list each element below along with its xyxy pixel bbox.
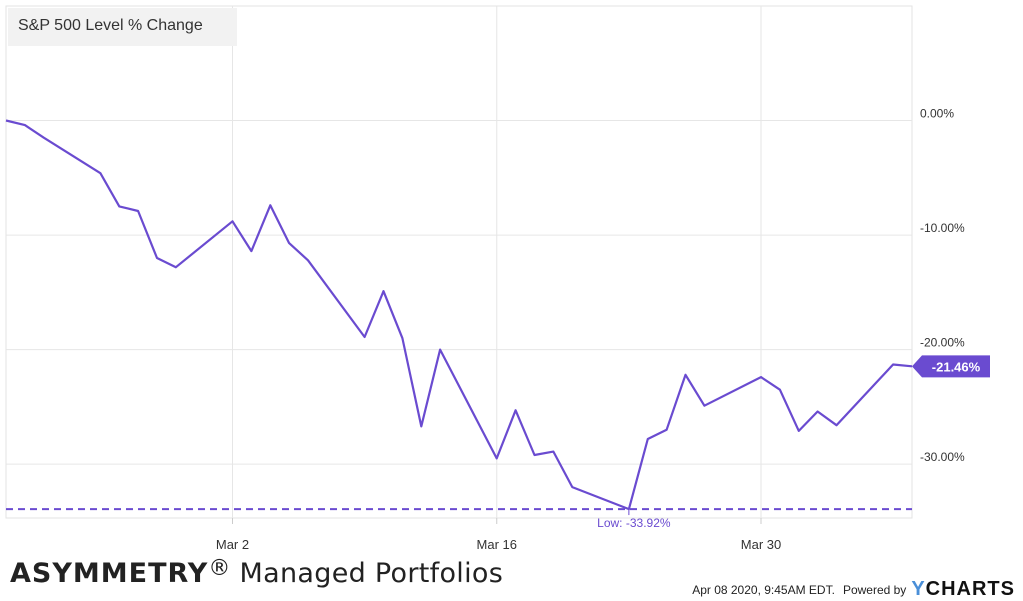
powered-by-label: Powered by [842,582,907,597]
ycharts-logo[interactable]: YCHARTS [911,578,1015,601]
x-tick-label: Mar 2 [216,537,249,552]
ycharts-logo-y: Y [911,578,926,600]
chart-title: S&P 500 Level % Change [8,8,237,46]
x-tick-label: Mar 16 [477,537,517,552]
registered-mark: ® [208,556,231,581]
y-tick-label: -30.00% [920,450,965,464]
series-line [5,119,913,511]
x-tick-label: Mar 30 [741,537,781,552]
last-value-label: -21.46% [932,359,981,374]
timestamp: Apr 08 2020, 9:45AM EDT. [692,582,835,597]
brand-logo: ASYMMETRY® Managed Portfolios [10,556,504,589]
low-label: Low: -33.92% [597,516,671,530]
plot-frame [5,5,913,519]
y-tick-label: -20.00% [920,336,965,350]
brand-tagline: Managed Portfolios [230,558,504,589]
last-value-badge [912,355,990,378]
ycharts-logo-text: CHARTS [925,578,1015,600]
y-tick-label: -10.00% [920,221,965,235]
y-tick-label: 0.00% [920,107,954,121]
brand-name: ASYMMETRY [10,558,209,589]
footer: Apr 08 2020, 9:45AM EDT. Powered by YCHA… [692,578,1015,601]
chart: 0.00% -10.00% -20.00% -30.00% Mar 2 Mar 16 Mar… [5,5,990,552]
